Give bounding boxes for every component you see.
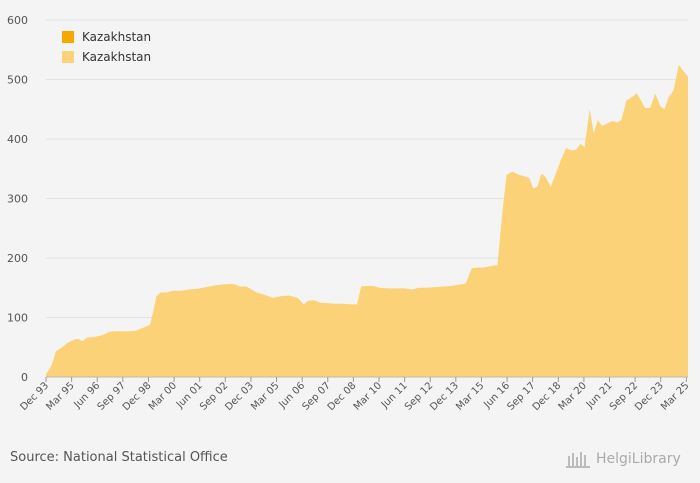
logo-text: HelgiLibrary <box>596 451 681 467</box>
y-tick-label: 500 <box>7 74 28 87</box>
legend-label: Kazakhstan <box>82 30 152 44</box>
area-series-0[interactable] <box>46 64 688 377</box>
x-tick-label: Mar 10 <box>352 380 384 412</box>
x-tick-label: Mar 20 <box>557 380 589 412</box>
x-tick-label: Mar 95 <box>44 380 76 412</box>
library-icon <box>566 452 590 468</box>
x-tick-label: Mar 05 <box>249 380 281 412</box>
legend-label: Kazakhstan <box>82 50 152 64</box>
helgi-library-logo[interactable]: HelgiLibrary <box>566 450 681 468</box>
y-tick-label: 400 <box>7 133 28 146</box>
legend-item[interactable]: Kazakhstan <box>62 27 151 47</box>
legend-item[interactable]: Kazakhstan <box>62 47 151 67</box>
y-tick-label: 200 <box>7 252 28 265</box>
legend-swatch <box>62 31 74 43</box>
source-note: Source: National Statistical Office <box>10 450 228 465</box>
x-tick-label: Mar 15 <box>454 380 486 412</box>
series-area <box>46 64 688 377</box>
legend-swatch <box>62 51 74 63</box>
x-tick-label: Mar 25 <box>659 380 691 412</box>
y-axis: 0 100 200 300 400 500 600 <box>7 14 28 384</box>
x-tick-label: Mar 00 <box>147 380 179 412</box>
y-tick-label: 100 <box>7 312 28 325</box>
y-tick-label: 0 <box>21 371 28 384</box>
legend: Kazakhstan Kazakhstan <box>62 27 151 67</box>
y-tick-label: 300 <box>7 193 28 206</box>
y-tick-label: 600 <box>7 14 28 27</box>
